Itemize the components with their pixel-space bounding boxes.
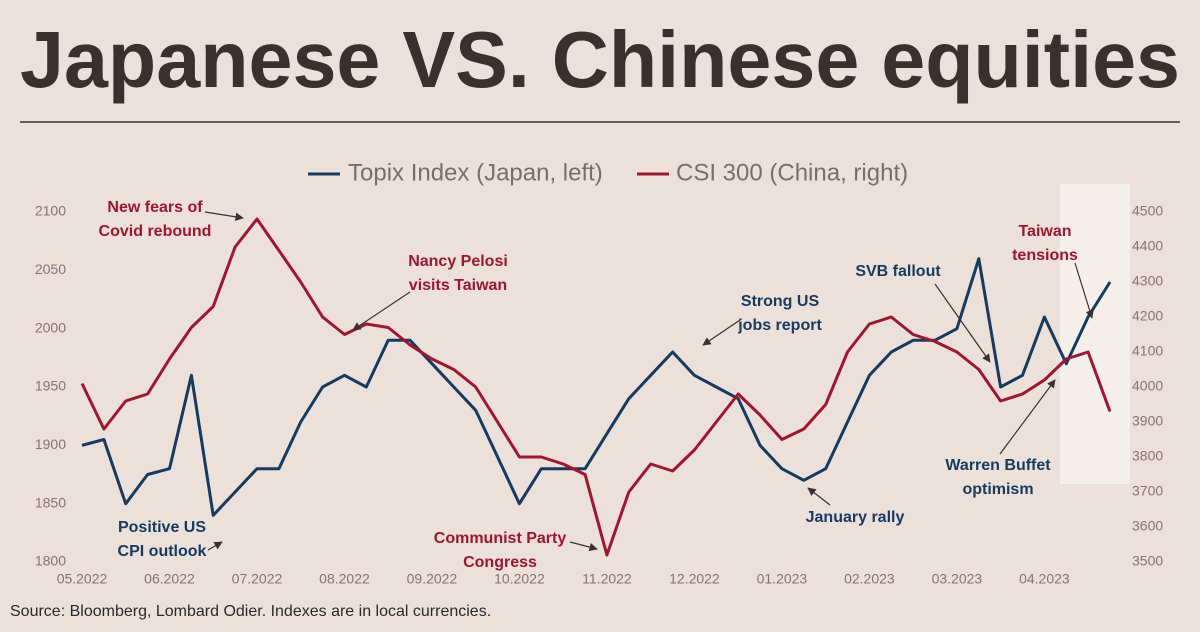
annotation-text: Taiwan xyxy=(1018,223,1071,240)
y2-tick-label: 4000 xyxy=(1132,378,1163,394)
annotation-text: Strong US xyxy=(741,293,820,310)
x-tick-label: 05.2022 xyxy=(57,571,108,587)
y-tick-label: 2050 xyxy=(35,261,66,277)
annotation-text: CPI outlook xyxy=(118,543,207,560)
x-tick-label: 07.2022 xyxy=(232,571,283,587)
annotation-text: New fears of xyxy=(107,199,203,216)
legend-label: CSI 300 (China, right) xyxy=(676,159,908,186)
annotation-arrow xyxy=(1074,262,1094,319)
annotation-text: Nancy Pelosi xyxy=(408,253,508,270)
series-line xyxy=(80,217,1112,557)
y2-tick-label: 3500 xyxy=(1132,553,1163,569)
annotation-text: SVB fallout xyxy=(855,263,941,280)
y-tick-label: 1950 xyxy=(35,378,66,394)
x-tick-label: 11.2022 xyxy=(582,571,632,587)
annotation-arrow xyxy=(352,291,411,331)
x-tick-label: 12.2022 xyxy=(669,571,720,587)
annotation-arrow xyxy=(702,319,741,346)
y2-tick-label: 4200 xyxy=(1132,308,1163,324)
x-tick-label: 03.2023 xyxy=(932,571,983,587)
x-tick-label: 06.2022 xyxy=(144,571,195,587)
annotation-text: Covid rebound xyxy=(99,223,212,240)
y2-tick-label: 3600 xyxy=(1132,518,1163,534)
annotation-text: January rally xyxy=(806,509,905,526)
annotation-text: Communist Party xyxy=(434,530,567,547)
x-tick-label: 09.2022 xyxy=(407,571,458,587)
annotation-arrow xyxy=(807,487,831,506)
y2-tick-label: 4100 xyxy=(1132,343,1163,359)
chart-title: Japanese VS. Chinese equities xyxy=(20,15,1180,104)
legend-label: Topix Index (Japan, left) xyxy=(348,159,603,186)
x-tick-label: 04.2023 xyxy=(1019,571,1070,587)
annotation-arrow xyxy=(999,379,1056,455)
x-tick-label: 02.2023 xyxy=(844,571,895,587)
annotation-arrow xyxy=(569,541,598,552)
annotation-text: Positive US xyxy=(118,519,206,536)
highlight-region xyxy=(1060,184,1130,484)
annotation-arrow xyxy=(934,283,991,363)
x-tick-label: 10.2022 xyxy=(494,571,545,587)
annotation-arrow xyxy=(207,541,223,551)
y-tick-label: 2100 xyxy=(35,203,66,219)
y-tick-label: 1800 xyxy=(35,553,66,569)
source-note: Source: Bloomberg, Lombard Odier. Indexe… xyxy=(10,603,491,620)
x-tick-label: 01.2023 xyxy=(757,571,808,587)
y2-tick-label: 4400 xyxy=(1132,238,1163,254)
annotation-text: jobs report xyxy=(737,317,822,334)
y-tick-label: 2000 xyxy=(35,319,66,335)
annotation-text: Congress xyxy=(463,554,537,571)
annotation-text: visits Taiwan xyxy=(409,277,507,294)
annotation-text: tensions xyxy=(1012,247,1078,264)
y2-tick-label: 4300 xyxy=(1132,273,1163,289)
y2-tick-label: 3800 xyxy=(1132,448,1163,464)
y2-tick-label: 3700 xyxy=(1132,483,1163,499)
y2-tick-label: 3900 xyxy=(1132,413,1163,429)
x-tick-label: 08.2022 xyxy=(319,571,370,587)
y-tick-label: 1850 xyxy=(35,494,66,510)
annotation-text: Warren Buffet xyxy=(945,457,1051,474)
y-tick-label: 1900 xyxy=(35,436,66,452)
y2-tick-label: 4500 xyxy=(1132,203,1163,219)
series-line xyxy=(81,257,1112,517)
annotation-text: optimism xyxy=(962,481,1033,498)
annotation-arrow xyxy=(204,211,244,221)
